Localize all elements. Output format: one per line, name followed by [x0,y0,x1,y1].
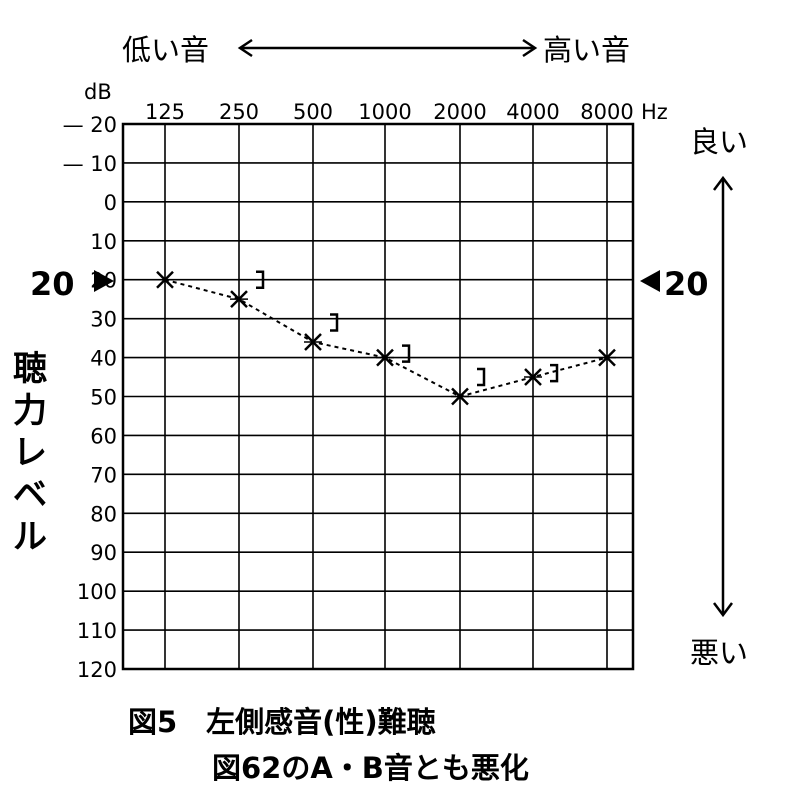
high-sound-label: 高い音 [543,33,630,67]
low-sound-label: 低い音 [122,33,209,67]
y-axis-title-char: レ [13,433,47,473]
air-conduction-point [376,348,394,367]
y-tick-label: 80 [90,502,117,526]
y-tick-label: — 20 [63,113,117,137]
bone-conduction-point [550,363,559,383]
y-axis-title-char: 力 [13,391,47,431]
y-tick-label: 90 [90,541,117,565]
good-label: 良い [690,125,748,159]
y-tick-label: 10 [90,230,117,254]
x-tick-label: 125 [145,100,185,124]
frequency-direction-arrow [237,38,538,58]
bad-label: 悪い [690,636,748,670]
db-unit-label: dB [84,80,112,104]
y-tick-label: 50 [90,386,117,410]
x-tick-label: 4000 [506,100,559,124]
plot-marks [156,270,616,406]
y-tick-label: 120 [77,658,117,682]
bone-conduction-point [402,344,411,363]
level-marker-right-value: 20 [664,265,709,303]
chart-grid [121,122,635,671]
air-conduction-point [156,270,174,289]
caption-line-1: 図5 左側感音(性)難聴 [128,705,436,739]
x-tick-label: 250 [219,100,259,124]
x-tick-label: 500 [293,100,333,124]
y-tick-label: 30 [90,308,117,332]
y-tick-label: 40 [90,347,117,371]
air-conduction-point [598,348,616,367]
y-tick-label: 110 [77,619,117,643]
x-tick-label: 1000 [358,100,411,124]
level-marker-right-triangle [640,270,660,292]
air-conduction-point [304,333,322,351]
y-axis-title-char: 聴 [13,349,47,389]
y-axis-title-char: ル [13,517,47,557]
air-conduction-point [230,290,248,309]
x-tick-label: 2000 [433,100,486,124]
y-tick-label: — 10 [63,152,117,176]
bone-conduction-point [256,270,265,289]
y-tick-label: 60 [90,424,117,448]
air-conduction-line [164,278,608,398]
y-tick-label: 70 [90,463,117,487]
hz-unit-label: Hz [641,100,668,124]
y-tick-label: 100 [77,580,117,604]
caption-line-2: 図62のA・B音とも悪化 [212,751,529,785]
y-tick-label: 0 [104,191,117,215]
bone-conduction-point [330,313,339,332]
x-tick-label: 8000 [580,100,633,124]
frequency-tick-labels: 125 250 500 1000 2000 4000 8000 [145,100,634,124]
y-axis-title-char: ベ [13,475,47,515]
bone-conduction-point [477,367,486,387]
level-marker-left-value: 20 [30,265,75,303]
air-conduction-point [451,387,469,406]
hearing-direction-arrow [713,175,733,618]
level-marker-left-triangle [94,270,114,292]
level-tick-labels: — 20— 100102030405060708090100110120 [63,113,117,682]
air-conduction-point [524,368,542,386]
